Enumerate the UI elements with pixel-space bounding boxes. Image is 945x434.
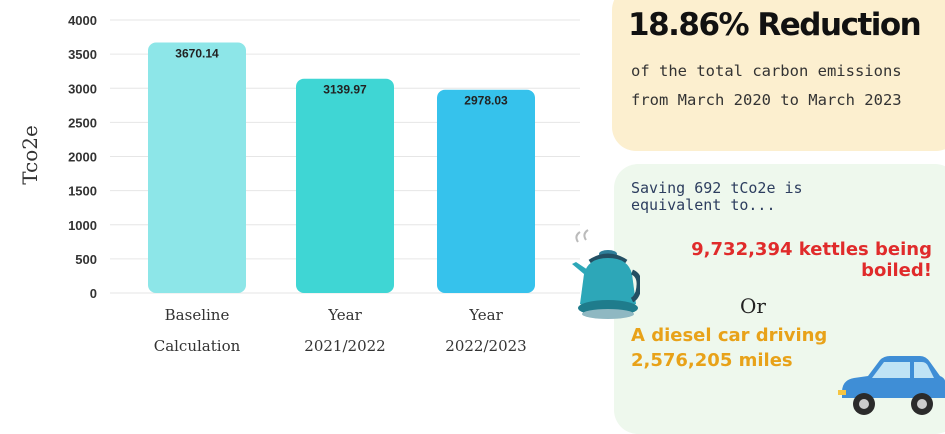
reduction-headline: 18.86% Reduction xyxy=(628,7,922,43)
y-tick-label: 2500 xyxy=(68,115,97,130)
y-tick-label: 2000 xyxy=(68,150,97,165)
bars xyxy=(148,42,535,294)
category-label: Calculation xyxy=(154,337,241,355)
saving-intro: Saving 692 tCo2e is equivalent to... xyxy=(631,179,803,214)
category-label: 2021/2022 xyxy=(304,337,385,355)
y-tick-label: 500 xyxy=(75,252,97,267)
category-label: Baseline xyxy=(165,306,230,324)
category-label: 2022/2023 xyxy=(445,337,526,355)
car-equivalent: A diesel car driving 2,576,205 miles xyxy=(631,325,828,371)
y-tick-label: 3000 xyxy=(68,81,97,96)
bar xyxy=(296,78,394,293)
y-tick-label: 3500 xyxy=(68,47,97,62)
bar xyxy=(437,89,535,293)
category-label: Year xyxy=(468,306,503,324)
bar xyxy=(148,42,246,294)
reduction-card xyxy=(612,0,945,151)
car-icon xyxy=(838,356,945,415)
y-tick-label: 0 xyxy=(90,286,97,301)
or-separator: Or xyxy=(740,294,766,318)
data-label: 3670.14 xyxy=(175,47,219,61)
bar-chart: 0 500 1000 1500 2000 2500 3000 3500 4000 3670.14 B… xyxy=(18,13,580,355)
data-label: 2978.03 xyxy=(464,94,508,108)
kettles-equivalent: 9,732,394 kettles being boiled! xyxy=(691,239,932,281)
labels: 0 500 1000 1500 2000 2500 3000 3500 4000 3670.14 B… xyxy=(68,13,527,355)
kettle-icon xyxy=(572,229,640,319)
category-label: Year xyxy=(327,306,362,324)
y-tick-label: 4000 xyxy=(68,13,97,28)
data-label: 3139.97 xyxy=(323,83,367,97)
reduction-description: of the total carbon emissions from March… xyxy=(631,62,902,109)
y-tick-label: 1000 xyxy=(68,218,97,233)
y-axis-title: Tco2e xyxy=(18,125,42,185)
y-tick-label: 1500 xyxy=(68,184,97,199)
